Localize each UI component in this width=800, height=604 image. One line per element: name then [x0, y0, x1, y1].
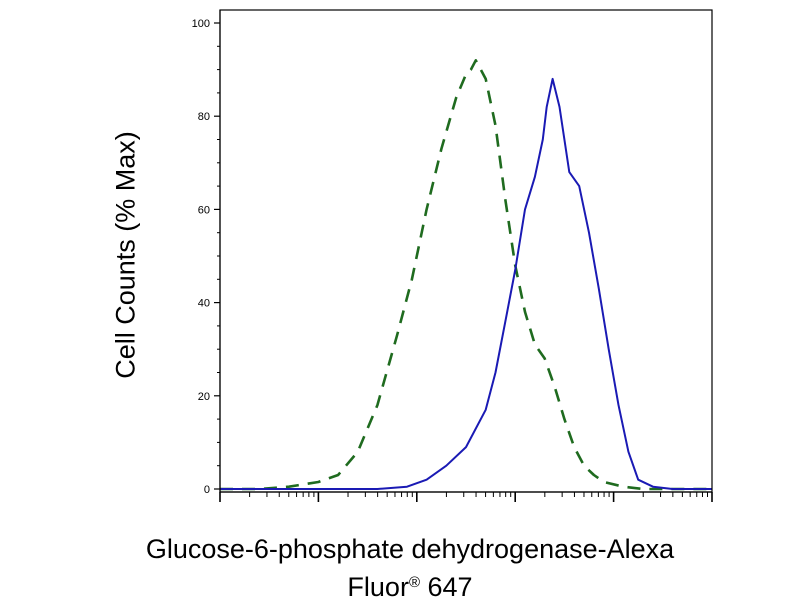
axis-ticks — [214, 22, 713, 502]
x-axis-label-line2-text: Fluor — [347, 572, 409, 602]
x-axis-label-line2: Fluor® 647 — [60, 566, 760, 604]
control-histogram-line — [220, 58, 712, 491]
y-axis-label: Cell Counts (% Max) — [110, 131, 141, 379]
x-axis-label-line1: Glucose-6-phosphate dehydrogenase-Alexa — [145, 534, 675, 564]
series-layer — [220, 58, 712, 491]
y-tick-label: 20 — [198, 391, 210, 403]
x-axis-label-line2-suffix: 647 — [420, 572, 473, 602]
y-tick-label: 40 — [198, 298, 210, 310]
y-tick-label: 60 — [198, 204, 210, 216]
x-axis-label: Glucose-6-phosphate dehydrogenase-Alexa … — [60, 533, 760, 604]
y-tick-labels: 0 20 40 60 80 100 — [192, 18, 210, 496]
y-tick-label: 80 — [198, 111, 210, 123]
sample-histogram-line — [220, 77, 712, 490]
y-tick-label: 0 — [204, 484, 210, 496]
y-tick-label: 100 — [192, 18, 210, 30]
registered-mark: ® — [408, 574, 420, 591]
plot-frame — [219, 9, 713, 493]
